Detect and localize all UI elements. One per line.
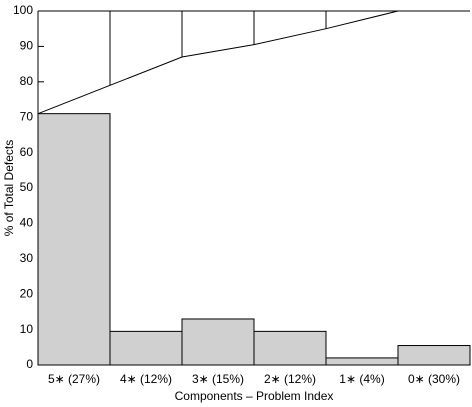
y-tick-label: 0 [26,357,33,371]
y-tick-label: 70 [20,109,34,123]
y-tick-label: 90 [20,39,34,53]
bar [325,357,399,366]
x-tick-label: 2∗ (12%) [264,372,316,386]
x-tick-label: 5∗ (27%) [48,372,100,386]
y-tick-label: 20 [20,286,34,300]
y-tick-label: 30 [20,251,34,265]
x-tick-label: 4∗ (12%) [120,372,172,386]
x-tick-label: 0∗ (30%) [408,372,460,386]
y-tick-label: 80 [20,74,34,88]
x-tick-label: 3∗ (15%) [192,372,244,386]
y-tick-label: 100 [13,3,33,17]
y-tick-label: 40 [20,216,34,230]
y-tick-label: 10 [20,322,34,336]
bar [253,330,327,366]
cumulative-line [37,10,399,115]
y-axis-label: % of Total Defects [2,140,16,237]
bar [181,318,255,366]
x-axis-label: Components – Problem Index [175,389,334,403]
y-tick-label: 50 [20,180,34,194]
bar [109,330,183,366]
y-tick-label: 60 [20,145,34,159]
bar [37,113,111,366]
x-tick-label: 1∗ (4%) [339,372,384,386]
bar [397,345,471,366]
